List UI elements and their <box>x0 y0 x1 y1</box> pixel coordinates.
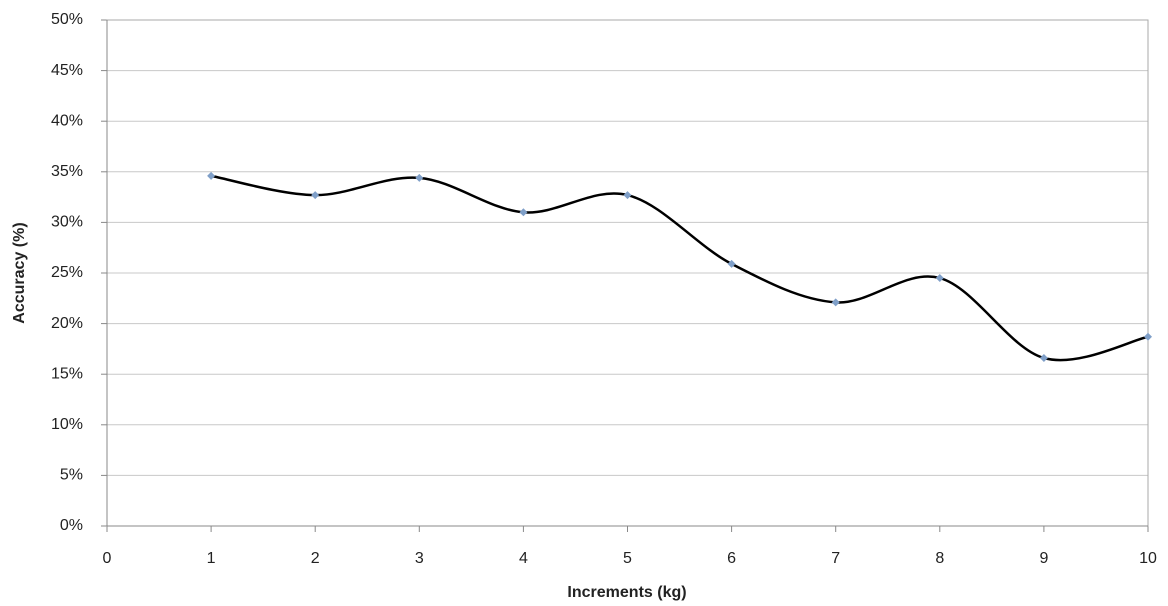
y-axis-title: Accuracy (%) <box>11 222 28 323</box>
x-tick-label: 1 <box>207 550 216 567</box>
marker <box>207 171 216 180</box>
y-tick-label: 25% <box>51 264 83 281</box>
y-tick-label: 10% <box>51 416 83 433</box>
x-axis-title: Increments (kg) <box>567 584 686 601</box>
marker <box>519 208 528 217</box>
marker <box>1144 332 1152 341</box>
marker <box>311 191 320 200</box>
y-tick-label: 40% <box>51 112 83 129</box>
marker <box>935 274 944 283</box>
x-tick-label: 7 <box>831 550 840 567</box>
x-tick-label: 8 <box>935 550 944 567</box>
marker <box>623 191 632 200</box>
y-tick-label: 0% <box>60 517 83 534</box>
marker <box>727 259 736 268</box>
x-tick-label: 0 <box>103 550 112 567</box>
y-tick-label: 35% <box>51 163 83 180</box>
y-tick-label: 45% <box>51 62 83 79</box>
x-tick-label: 2 <box>311 550 320 567</box>
x-tick-label: 4 <box>519 550 528 567</box>
y-tick-label: 30% <box>51 214 83 231</box>
x-tick-label: 6 <box>727 550 736 567</box>
y-tick-label: 15% <box>51 365 83 382</box>
y-tick-label: 50% <box>51 11 83 28</box>
x-tick-label: 10 <box>1139 550 1157 567</box>
y-tick-label: 5% <box>60 467 83 484</box>
y-tick-label: 20% <box>51 315 83 332</box>
x-tick-label: 5 <box>623 550 632 567</box>
x-tick-label: 3 <box>415 550 424 567</box>
x-tick-label: 9 <box>1039 550 1048 567</box>
marker <box>415 173 424 182</box>
marker <box>1039 354 1048 363</box>
line <box>210 174 1149 362</box>
marker <box>831 298 840 307</box>
